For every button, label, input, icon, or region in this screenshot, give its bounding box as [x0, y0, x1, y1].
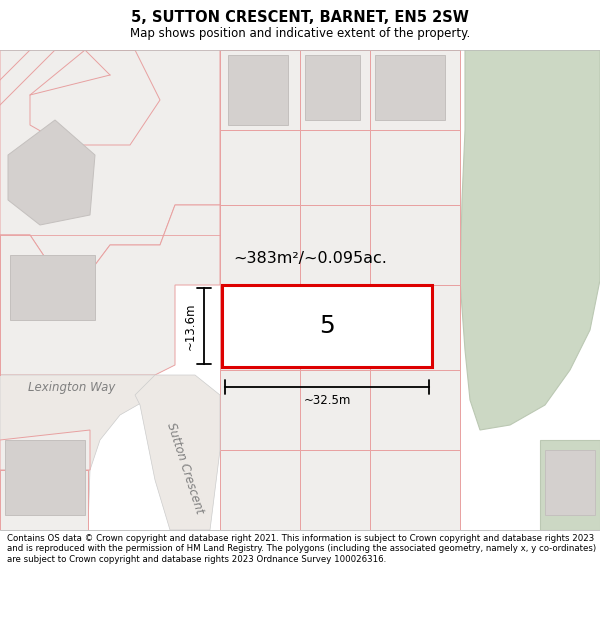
Bar: [228, 55, 288, 125]
Bar: [300, 205, 370, 285]
Text: Contains OS data © Crown copyright and database right 2021. This information is : Contains OS data © Crown copyright and d…: [7, 534, 596, 564]
Polygon shape: [0, 205, 220, 375]
Polygon shape: [135, 375, 220, 530]
Bar: [545, 450, 595, 515]
Polygon shape: [0, 50, 220, 265]
Bar: [300, 370, 370, 450]
Bar: [370, 370, 460, 450]
Bar: [10, 255, 95, 320]
Bar: [370, 285, 460, 370]
Bar: [370, 205, 460, 285]
Bar: [220, 50, 300, 130]
Bar: [220, 285, 300, 370]
Polygon shape: [8, 120, 95, 225]
Text: Map shows position and indicative extent of the property.: Map shows position and indicative extent…: [130, 27, 470, 40]
Polygon shape: [0, 375, 155, 530]
Polygon shape: [30, 50, 160, 145]
Bar: [375, 55, 445, 120]
Bar: [220, 130, 300, 205]
Text: 5: 5: [319, 314, 335, 338]
Bar: [300, 50, 370, 130]
Bar: [370, 130, 460, 205]
Bar: [220, 370, 300, 450]
Polygon shape: [460, 50, 600, 430]
Text: 5, SUTTON CRESCENT, BARNET, EN5 2SW: 5, SUTTON CRESCENT, BARNET, EN5 2SW: [131, 10, 469, 25]
Text: Sutton Crescent: Sutton Crescent: [164, 421, 206, 515]
Bar: [5, 440, 85, 515]
Text: ~32.5m: ~32.5m: [304, 394, 350, 408]
Bar: [222, 285, 432, 367]
Text: ~383m²/~0.095ac.: ~383m²/~0.095ac.: [233, 251, 387, 266]
Bar: [300, 285, 370, 370]
Polygon shape: [0, 430, 90, 470]
Bar: [370, 450, 460, 530]
Bar: [220, 450, 300, 530]
Bar: [300, 450, 370, 530]
Polygon shape: [540, 440, 600, 530]
Polygon shape: [0, 470, 88, 530]
Bar: [370, 50, 460, 130]
Bar: [220, 205, 300, 285]
Text: ~13.6m: ~13.6m: [184, 302, 197, 350]
Bar: [305, 55, 360, 120]
Bar: [300, 130, 370, 205]
Text: Lexington Way: Lexington Way: [28, 381, 116, 394]
